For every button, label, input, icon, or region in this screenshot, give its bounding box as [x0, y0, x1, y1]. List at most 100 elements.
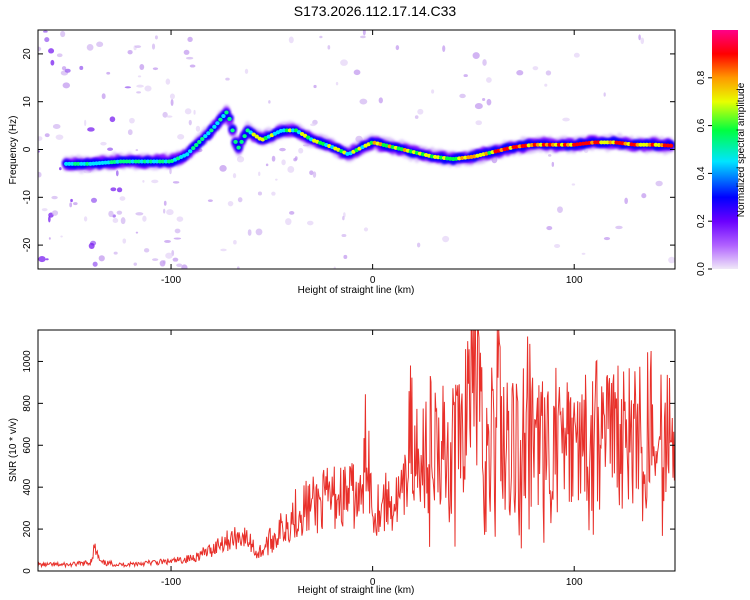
spectrogram-speckle [603, 236, 611, 241]
spectrogram-speckle [573, 52, 580, 58]
spectrogram-speckle [265, 163, 269, 167]
spectrogram-speckle [134, 45, 142, 49]
spectrogram-speckle [554, 243, 561, 249]
spectrogram-speckle [151, 179, 159, 184]
spectrogram-speckle [48, 237, 51, 240]
spectrogram-speckle [237, 197, 243, 203]
spectrogram-speckle [112, 218, 119, 223]
spectrogram-speckle [237, 266, 240, 269]
spectrogram-speckle [170, 99, 174, 107]
snr-ytick-label: 0 [22, 568, 33, 574]
spectrogram-speckle [275, 178, 278, 181]
spectrogram-speckle [474, 102, 483, 110]
spectrogram-ridge-core [233, 139, 238, 144]
snr-series-line [38, 330, 675, 569]
spectrogram-ridge-core [632, 142, 637, 147]
spectrogram-speckle [144, 85, 152, 92]
colorbar-tick-label: 0.8 [696, 70, 707, 84]
spectrogram-ridge-core [290, 128, 296, 133]
spectrogram-ridge-core [602, 140, 607, 145]
spectrogram-speckle [108, 210, 114, 218]
spectrogram-speckle [172, 257, 179, 262]
snr-ylabel: SNR (10 * v/v) [8, 418, 19, 482]
spectrogram-speckle [135, 212, 144, 216]
spectrogram-speckle [313, 84, 317, 89]
spectrogram-speckle [562, 117, 570, 122]
colorbar-tick-label: 0.2 [696, 214, 707, 228]
spectrogram-speckle [52, 124, 61, 129]
spectrogram-ridge-core [245, 128, 250, 133]
spectrogram-speckle [288, 36, 294, 44]
spectrogram-speckle [44, 133, 50, 138]
spectrogram-ridge-core [559, 142, 565, 147]
spectrogram-speckle [638, 34, 641, 41]
spectrogram-ridge-core [239, 139, 244, 144]
spectrogram-speckle [116, 187, 123, 193]
spectrogram-speckle [116, 210, 123, 215]
spectrogram-speckle [106, 71, 111, 75]
spectrogram-ridge-core [145, 159, 151, 164]
spectrogram-speckle [84, 119, 87, 127]
spectrogram-speckle [342, 215, 345, 221]
spectrogram-speckle [83, 216, 88, 222]
spectrogram-ridge-core [191, 146, 196, 151]
colorbar-tick-label: 0.0 [696, 262, 707, 276]
colorbar: 0.0 0.2 0.4 0.6 0.8 Normalized spectral ampl… [696, 30, 747, 276]
spectrogram-ridge-core [194, 143, 199, 148]
spectrogram-speckle [442, 45, 446, 53]
spectrogram-ridge-core [562, 142, 568, 147]
spectrogram-ylabel: Frequency (Hz) [8, 116, 19, 185]
spectrogram-ridge-core [227, 116, 232, 121]
spectrogram-ridge-core [76, 161, 81, 166]
spectrogram-ridge-core [64, 161, 69, 166]
spectrogram-speckle [166, 115, 173, 118]
spectrogram-speckle [640, 37, 645, 45]
spectrogram-speckle [548, 154, 552, 157]
spectrogram-ridge-core [221, 114, 226, 119]
spectrogram-speckle [327, 45, 331, 50]
snr-ytick-label: 400 [22, 478, 33, 495]
spectrogram-ridge-core [184, 152, 190, 157]
spectrogram-ridge-core [203, 134, 208, 139]
spectrogram-speckle [176, 263, 183, 268]
spectrogram-speckle [119, 196, 126, 201]
spectrogram-speckle [136, 91, 141, 94]
spectrogram-ridge-core [550, 142, 556, 147]
colorbar-ticks: 0.0 0.2 0.4 0.6 0.8 [696, 70, 712, 276]
spectrogram-ridge-core [568, 142, 574, 147]
spectrogram-speckle [88, 242, 95, 249]
spectrogram-ridge-core [133, 159, 138, 164]
spectrogram-speckle [244, 68, 249, 74]
spectrogram-speckle [544, 83, 548, 87]
spectrogram-ytick-label: 10 [22, 96, 33, 108]
spectrogram-speckle [98, 255, 105, 262]
spectrogram-speckle [459, 93, 466, 99]
spectrogram-ridge-core [547, 142, 553, 147]
spectrogram-speckle [143, 248, 150, 253]
spectrogram-speckle [61, 66, 67, 71]
spectrogram-speckle [298, 147, 304, 154]
spectrogram-ridge-core [287, 128, 293, 133]
spectrogram-ridge-core [124, 159, 129, 164]
spectrogram-ridge-core [187, 149, 193, 154]
spectrogram-ridge-core [163, 159, 169, 164]
spectrogram-speckle [133, 262, 137, 266]
spectrogram-speckle [60, 30, 66, 38]
spectrogram-ridge-core [73, 161, 78, 166]
spectrogram-speckle [90, 197, 98, 203]
spectrogram-speckle [472, 52, 480, 60]
spectrogram-speckle [38, 46, 42, 52]
spectrogram-ridge-core [635, 142, 640, 147]
spectrogram-ridge-core [212, 124, 217, 129]
snr-ytick-label: 600 [22, 436, 33, 453]
spectrogram-ridge-core [151, 159, 157, 164]
spectrogram-ridge-core [139, 159, 145, 164]
spectrogram-speckle [73, 202, 78, 206]
spectrogram-speckle [87, 127, 95, 132]
spectrogram-ridge-core [127, 159, 132, 164]
spectrogram-speckle [285, 218, 292, 226]
spectrogram-speckle [360, 35, 366, 39]
spectrogram-ridge [62, 104, 675, 174]
spectrogram-speckle [124, 86, 132, 89]
